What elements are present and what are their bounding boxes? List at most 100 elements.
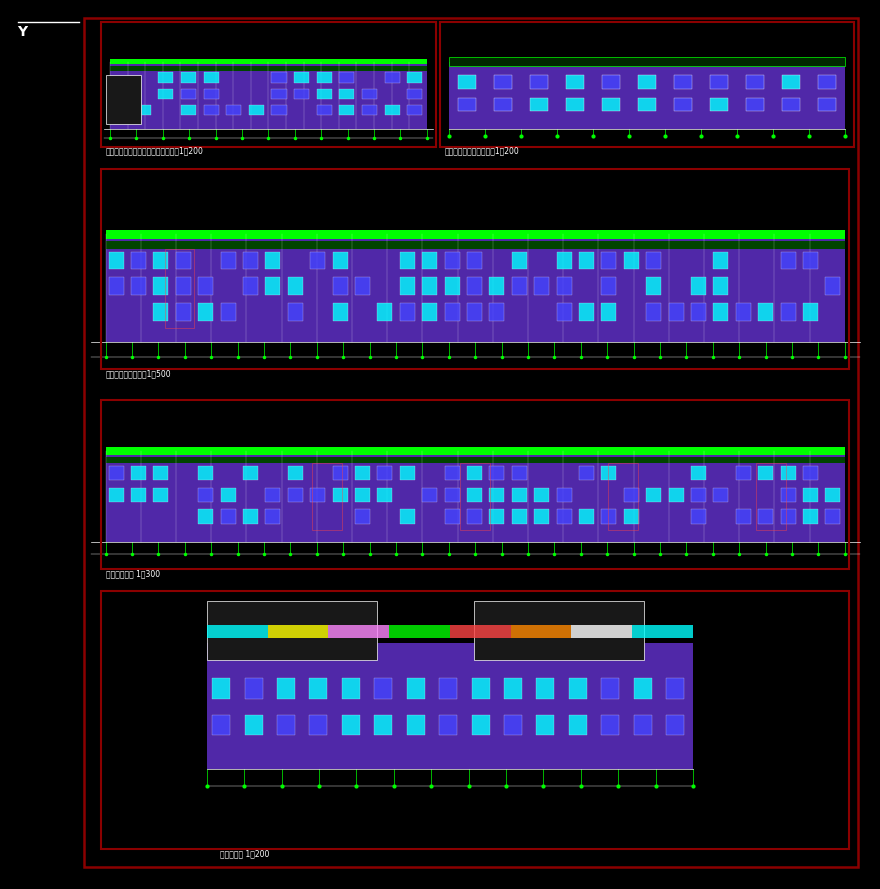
Bar: [624, 252, 639, 268]
Bar: [444, 487, 459, 502]
Bar: [439, 678, 457, 699]
Bar: [666, 678, 684, 699]
Bar: [601, 277, 616, 295]
Bar: [243, 509, 258, 524]
Bar: [198, 487, 213, 502]
Bar: [691, 277, 706, 295]
Bar: [669, 303, 684, 321]
Bar: [106, 457, 845, 463]
Bar: [340, 89, 355, 100]
Bar: [530, 98, 547, 111]
Bar: [271, 105, 287, 116]
Text: 裙房宗立面（展开）1：500: 裙房宗立面（展开）1：500: [106, 369, 172, 378]
Bar: [355, 466, 370, 480]
Bar: [243, 277, 258, 295]
Bar: [385, 105, 400, 116]
Bar: [568, 678, 587, 699]
Bar: [624, 487, 639, 502]
Bar: [467, 252, 482, 268]
Bar: [472, 678, 489, 699]
Bar: [221, 252, 236, 268]
Bar: [362, 105, 377, 116]
Bar: [566, 76, 583, 89]
Bar: [803, 487, 818, 502]
Bar: [825, 277, 840, 295]
Text: 裙房南立面图 1：300: 裙房南立面图 1：300: [106, 569, 160, 578]
Bar: [736, 466, 751, 480]
Bar: [691, 466, 706, 480]
Bar: [198, 277, 213, 295]
Bar: [266, 252, 281, 268]
Bar: [203, 89, 218, 100]
Bar: [268, 625, 328, 638]
Bar: [294, 72, 309, 84]
Bar: [556, 487, 571, 502]
Bar: [422, 277, 437, 295]
Bar: [634, 678, 651, 699]
Bar: [530, 76, 547, 89]
Bar: [556, 303, 571, 321]
Bar: [106, 242, 845, 249]
Bar: [131, 277, 146, 295]
Bar: [638, 76, 656, 89]
Bar: [271, 89, 287, 100]
Bar: [212, 716, 231, 735]
Bar: [467, 509, 482, 524]
Bar: [624, 509, 639, 524]
Text: 遛条化立面图（主入口）1：200: 遛条化立面图（主入口）1：200: [444, 147, 519, 156]
Bar: [153, 466, 168, 480]
Bar: [385, 72, 400, 84]
Bar: [504, 716, 522, 735]
Bar: [362, 89, 377, 100]
Bar: [818, 98, 836, 111]
Bar: [691, 509, 706, 524]
Bar: [666, 716, 684, 735]
Bar: [512, 252, 527, 268]
Bar: [131, 487, 146, 502]
Bar: [333, 303, 348, 321]
Bar: [422, 252, 437, 268]
Bar: [101, 591, 849, 849]
Bar: [198, 466, 213, 480]
Bar: [474, 601, 644, 660]
Bar: [467, 303, 482, 321]
Bar: [294, 89, 309, 100]
Text: Y: Y: [18, 25, 28, 38]
Bar: [340, 72, 355, 84]
Bar: [439, 716, 457, 735]
Bar: [317, 105, 332, 116]
Bar: [579, 252, 594, 268]
Bar: [736, 509, 751, 524]
Bar: [106, 230, 845, 238]
Bar: [674, 98, 692, 111]
Bar: [203, 105, 218, 116]
Bar: [165, 249, 194, 328]
Bar: [400, 277, 414, 295]
Bar: [378, 466, 392, 480]
Bar: [759, 303, 774, 321]
Bar: [108, 277, 123, 295]
Bar: [131, 466, 146, 480]
Bar: [460, 463, 490, 530]
Bar: [467, 487, 482, 502]
Bar: [634, 716, 651, 735]
Text: 低身北立面图（部金库销售展开图）1：200: 低身北立面图（部金库销售展开图）1：200: [106, 147, 203, 156]
Bar: [266, 487, 281, 502]
Bar: [226, 105, 241, 116]
Bar: [341, 716, 360, 735]
Bar: [781, 76, 800, 89]
Bar: [176, 277, 191, 295]
Bar: [271, 72, 287, 84]
Bar: [288, 277, 303, 295]
Bar: [440, 22, 854, 147]
Bar: [691, 487, 706, 502]
Bar: [101, 400, 849, 569]
Bar: [245, 716, 262, 735]
Bar: [310, 678, 327, 699]
Text: 裙房南立面 1：200: 裙房南立面 1：200: [220, 849, 269, 858]
Bar: [176, 252, 191, 268]
Bar: [669, 487, 684, 502]
Bar: [601, 466, 616, 480]
Bar: [646, 487, 661, 502]
Bar: [407, 678, 425, 699]
